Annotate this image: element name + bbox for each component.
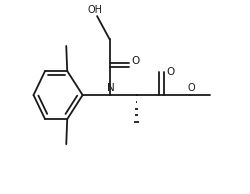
Text: N: N: [107, 83, 114, 93]
Text: O: O: [132, 56, 140, 66]
Text: O: O: [187, 83, 195, 93]
Text: O: O: [166, 67, 175, 77]
Text: OH: OH: [88, 5, 103, 15]
